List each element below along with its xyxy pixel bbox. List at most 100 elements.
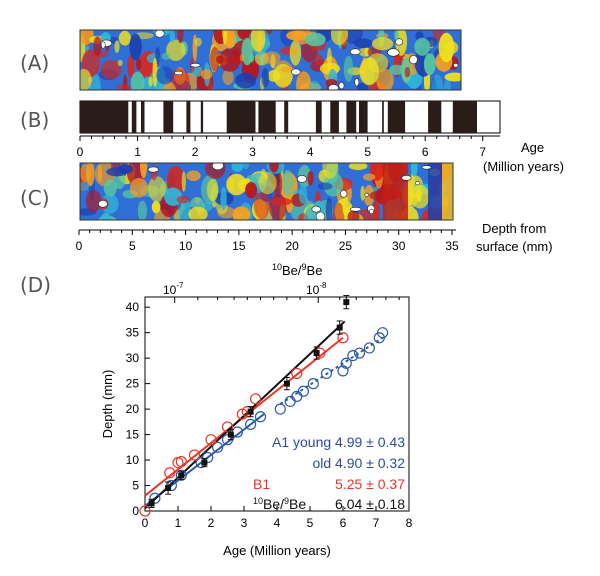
x-tick-label: 4 [274, 516, 281, 530]
grain-hole [315, 211, 326, 220]
heatmap-band [442, 163, 453, 220]
heatmap-blob [296, 71, 312, 90]
heatmap-blob [239, 54, 245, 62]
heatmap-blob [186, 170, 201, 181]
heatmap-blob [347, 210, 360, 220]
heatmap-blob [117, 59, 123, 67]
top-tick-2-base: 10 [306, 283, 320, 297]
data-point-circle [337, 365, 349, 377]
panel-b-tick-label: 2 [192, 145, 199, 159]
heatmap-blob [308, 80, 321, 90]
panel-c-axis: 0 5 10 15 20 25 30 35 [76, 229, 459, 253]
panel-b-bars [80, 101, 477, 133]
data-point-circle [320, 367, 333, 380]
top-axis-title-end: Be [307, 263, 323, 278]
polarity-bar [452, 101, 477, 133]
heatmap-blob [423, 53, 436, 76]
legend-be-sup1: 10 [253, 496, 263, 506]
heatmap-blob [93, 36, 102, 56]
heatmap-blob [330, 30, 348, 46]
data-point-circle [139, 505, 151, 517]
heatmap-blob [253, 190, 270, 220]
data-point-square [247, 408, 254, 415]
grain-hole [154, 30, 165, 38]
heatmap-blob [317, 182, 333, 190]
polarity-bar [186, 101, 191, 133]
data-point-square [178, 472, 185, 479]
heatmap-blob [444, 72, 461, 82]
panel-c-axis-title: Depth from [482, 221, 546, 236]
heatmap-blob [118, 30, 131, 46]
panel-c-tick-label: 15 [232, 239, 246, 253]
data-point-circle [205, 434, 217, 446]
grain-hole [349, 48, 361, 56]
grain-hole [409, 55, 418, 65]
heatmap-blob [130, 178, 148, 198]
heatmap-blob [245, 182, 258, 199]
heatmap-blob [127, 55, 135, 78]
heatmap-band [428, 163, 442, 220]
heatmap-blob [235, 72, 256, 89]
grain-hole [368, 208, 374, 215]
panel-b-axis-title: Age [521, 140, 544, 155]
heatmap-blob [129, 33, 142, 61]
polarity-bar [330, 101, 339, 133]
heatmap-blob [369, 190, 387, 201]
data-point-circle [274, 403, 286, 415]
polarity-bar [226, 101, 256, 133]
top-tick-2-exp: -8 [319, 281, 327, 290]
heatmap-blob [210, 46, 220, 72]
heatmap-blob [117, 164, 134, 174]
y-tick-label: 25 [126, 377, 140, 391]
data-point-circle [297, 385, 309, 397]
heatmap-blob [156, 66, 174, 85]
heatmap-blob [360, 185, 365, 201]
heatmap-blob [200, 69, 213, 80]
data-point-circle [212, 441, 224, 453]
grain-hole [296, 175, 308, 183]
heatmap-band [383, 163, 408, 220]
data-point-circle [337, 332, 349, 344]
heatmap-blob [270, 197, 292, 206]
polarity-bar [346, 101, 357, 133]
heatmap-blob [101, 212, 111, 220]
data-point-circle [347, 349, 359, 362]
y-tick-label: 15 [126, 428, 140, 442]
data-point-square [313, 350, 320, 357]
heatmap-blob [289, 40, 302, 66]
fit-line [144, 320, 346, 510]
legend-b1-label: B1 [253, 476, 270, 492]
panel-a-frame [79, 29, 462, 91]
legend-be-sup2: 9 [284, 496, 289, 506]
y-tick-label: 5 [132, 479, 139, 493]
heatmap-blob [281, 169, 294, 197]
heatmap-blob [438, 32, 455, 63]
legend-old: old 4.90 ± 0.32 [312, 455, 405, 471]
panel-label-d: (D) [20, 273, 51, 297]
x-axis-title: Age (Million years) [223, 543, 331, 558]
grain-hole [395, 38, 403, 46]
panel-c-tick-label: 30 [392, 239, 406, 253]
heatmap-blob [304, 32, 326, 47]
polarity-bar [200, 101, 204, 133]
heatmap-blob [80, 68, 92, 90]
top-tick-1-exp: -7 [176, 281, 184, 290]
heatmap-blob [410, 184, 430, 209]
panel-label-a: (A) [20, 51, 49, 75]
polarity-bar [284, 101, 289, 133]
grain-hole [350, 207, 362, 212]
heatmap-blob [281, 66, 295, 73]
y-tick-label: 35 [126, 326, 140, 340]
panel-b-axis: 0 1 2 3 4 5 6 7 [77, 135, 500, 159]
heatmap-blob [161, 52, 171, 60]
data-point-circle [149, 492, 161, 504]
heatmap-blob [359, 57, 380, 86]
heatmap-blob [222, 30, 228, 45]
plot-d-axes: 0 1 2 3 4 5 6 7 8 0 5 10 15 20 25 30 35 40 [126, 297, 413, 530]
heatmap-blob [362, 173, 376, 181]
heatmap-blob [181, 171, 186, 192]
grain-hole [147, 166, 159, 173]
heatmap-blob [269, 163, 279, 173]
panel-label-c: (C) [20, 186, 50, 210]
y-tick-label: 40 [126, 300, 140, 314]
